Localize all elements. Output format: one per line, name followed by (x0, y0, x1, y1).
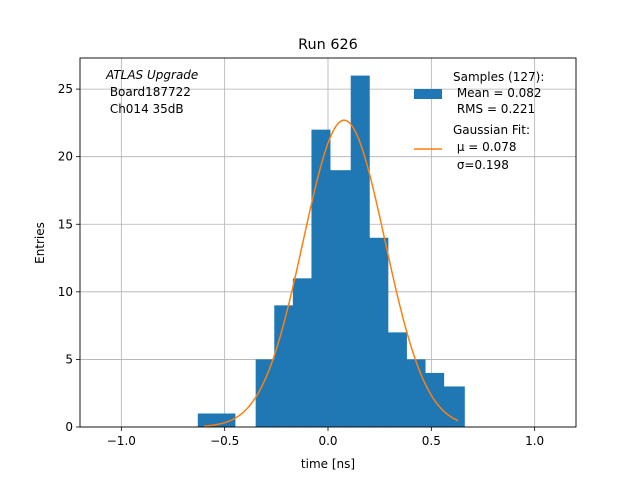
y-tick-label-1: 5 (65, 352, 73, 366)
x-tick-label-2: 0.0 (318, 434, 337, 448)
legend-samples-line-2: Mean = 0.082 (453, 86, 542, 100)
histogram-bar-9 (369, 237, 389, 427)
histogram-bar-13 (443, 386, 465, 427)
board-annotation: ATLAS Upgrade Board187722 Ch014 35dB (105, 68, 198, 116)
x-tick-label-1: −0.5 (210, 434, 239, 448)
histogram-bar-3 (255, 359, 275, 427)
histogram-bar-5 (292, 278, 312, 427)
gaussian-fit-curve (203, 119, 459, 427)
x-tick-label-0: −1.0 (107, 434, 136, 448)
chart-title: Run 626 (298, 37, 358, 53)
histogram-bar-10 (387, 332, 407, 427)
histogram-bars (197, 75, 465, 428)
axis-ticks: −1.0 −0.5 0.0 0.5 1.0 0 5 10 15 20 25 (58, 82, 544, 448)
x-tick-label-4: 1.0 (525, 434, 544, 448)
gaussian-fit-curve-layer (203, 119, 459, 427)
annotation-line-2: Board187722 (106, 85, 191, 99)
x-axis-label: time [ns] (301, 457, 355, 471)
y-tick-label-4: 20 (58, 150, 73, 164)
annotation-line-1: ATLAS Upgrade (105, 68, 198, 82)
legend-fit-line-2: μ = 0.078 (453, 140, 517, 154)
y-tick-label-5: 25 (58, 82, 73, 96)
y-tick-label-2: 10 (58, 285, 73, 299)
legend-samples-line-3: RMS = 0.221 (453, 102, 535, 116)
histogram-bar-11 (406, 359, 426, 427)
x-tick-label-3: 0.5 (422, 434, 441, 448)
legend-fit-line-3: σ=0.198 (453, 158, 509, 172)
histogram-bar-6 (311, 129, 331, 427)
y-tick-label-3: 15 (58, 217, 73, 231)
histogram-bar-4 (274, 305, 294, 427)
histogram-bar-7 (330, 170, 352, 427)
histogram-bar-8 (350, 75, 370, 428)
histogram-bar-0 (197, 413, 217, 427)
legend-samples-swatch (414, 89, 442, 99)
y-tick-label-0: 0 (65, 420, 73, 434)
legend-fit-line-1: Gaussian Fit: (453, 123, 530, 137)
legend-samples-line-1: Samples (127): (453, 70, 544, 84)
annotation-atlas-word: ATLAS Upgrade (105, 68, 198, 82)
annotation-line-3: Ch014 35dB (106, 102, 184, 116)
y-axis-label: Entries (33, 222, 47, 264)
legend: Samples (127): Mean = 0.082 RMS = 0.221 … (414, 70, 544, 172)
